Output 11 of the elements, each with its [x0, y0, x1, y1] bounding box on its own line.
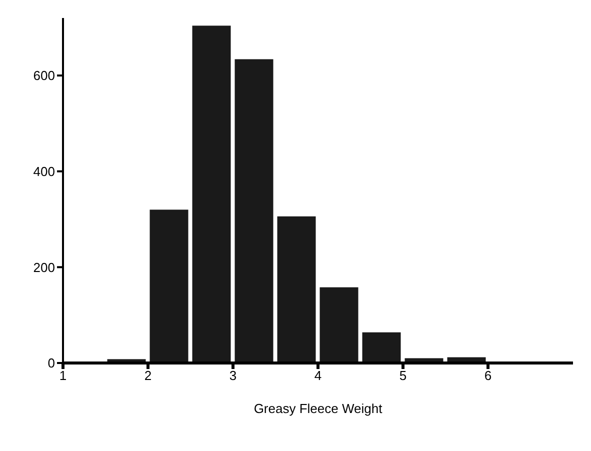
- y-tick-label: 0: [48, 356, 55, 371]
- x-tick-label: 1: [59, 368, 67, 384]
- x-tick-label: 4: [314, 368, 322, 384]
- x-axis-title: Greasy Fleece Weight: [254, 401, 383, 416]
- y-tick-label: 600: [33, 68, 55, 84]
- y-tick-label: 200: [33, 260, 55, 275]
- y-tick-label: 400: [33, 164, 55, 179]
- x-tick-label: 5: [399, 368, 407, 384]
- x-tick-label: 3: [229, 368, 237, 384]
- x-tick-label: 2: [144, 368, 152, 384]
- x-tick-label: 6: [484, 368, 492, 384]
